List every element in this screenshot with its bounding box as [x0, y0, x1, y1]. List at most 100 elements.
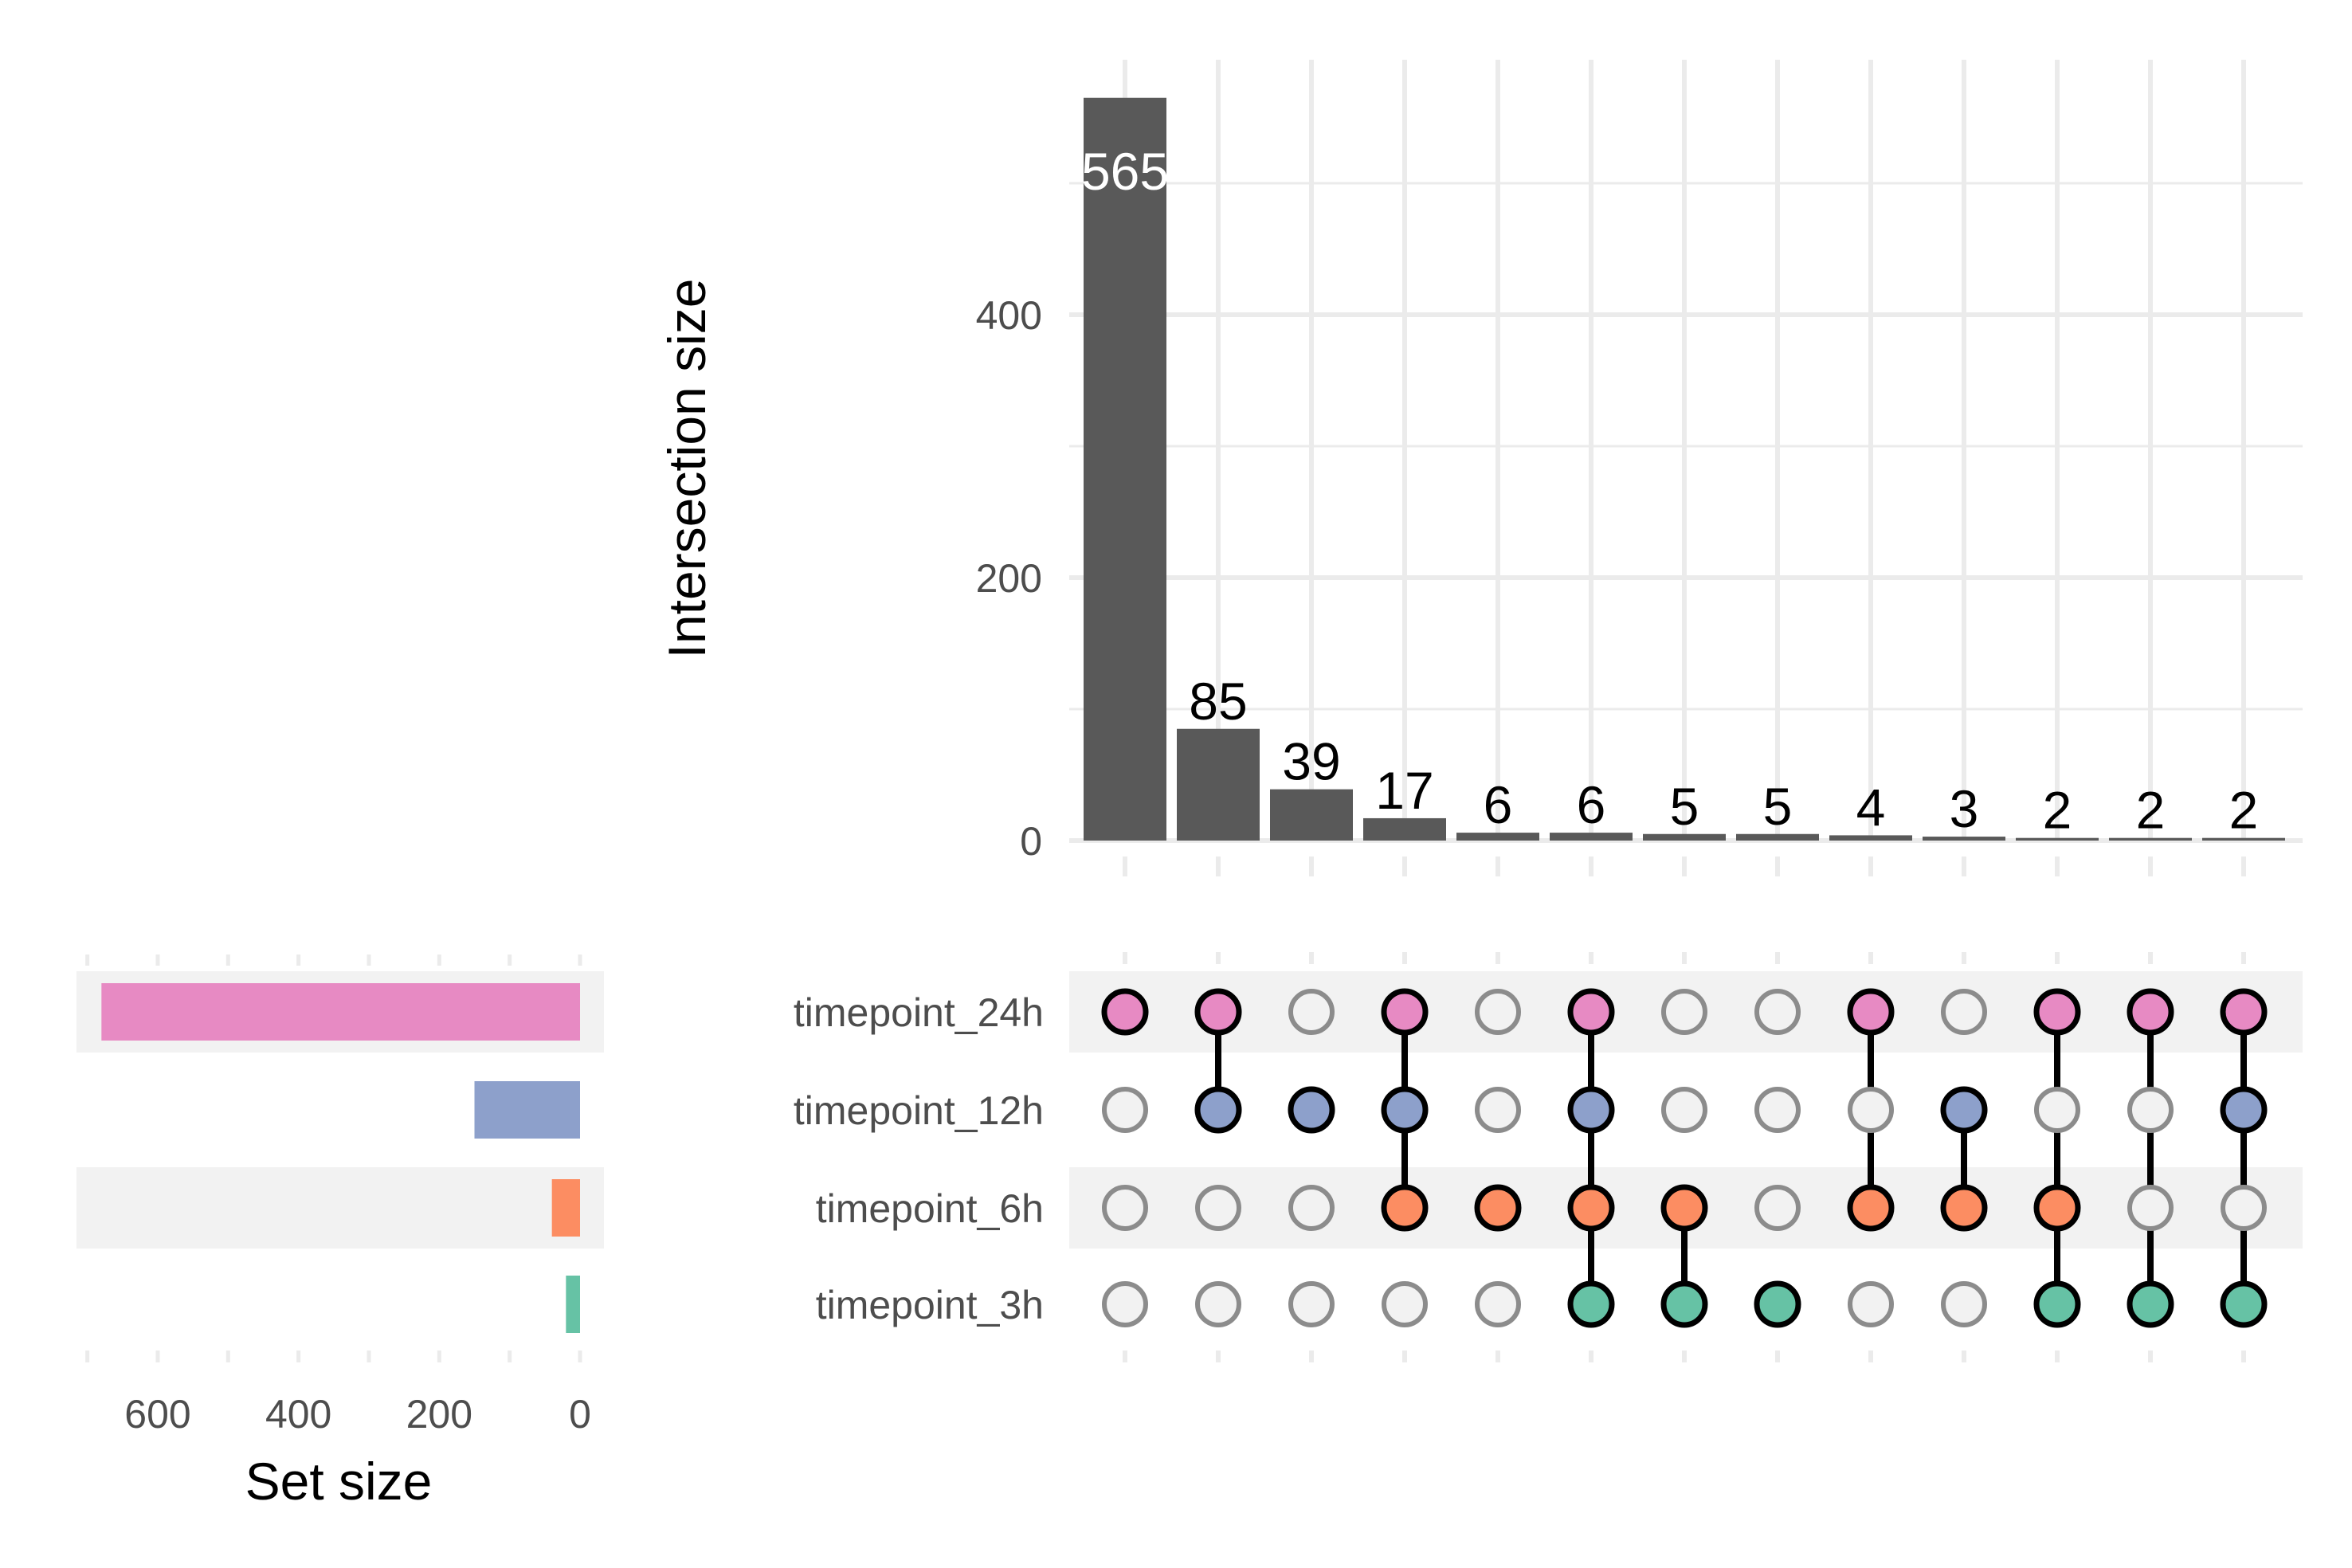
intersection-bars	[1084, 97, 2285, 841]
set-size-bars	[101, 983, 581, 1333]
y-tick-label: 200	[976, 556, 1042, 601]
intersection-bar	[1736, 833, 1819, 841]
matrix-dot-inactive	[1848, 1087, 1894, 1133]
matrix-dot-inactive	[2127, 1087, 2174, 1133]
matrix-dot-active	[1754, 1280, 1801, 1328]
matrix-dot-inactive	[1941, 1281, 1987, 1327]
y-tick-label: 0	[1020, 819, 1042, 864]
set-size-bar	[551, 1179, 580, 1237]
set-size-bar	[566, 1276, 580, 1333]
matrix-dots	[1101, 988, 2268, 1328]
matrix-dot-active	[1847, 988, 1895, 1036]
matrix-dot-inactive	[2127, 1185, 2174, 1231]
set-size-ticks: 600 400 200 0	[124, 1392, 591, 1437]
matrix-dot-inactive	[1195, 1281, 1241, 1327]
matrix-dot-inactive	[1102, 1087, 1148, 1133]
intersection-bar-label: 39	[1282, 732, 1340, 791]
matrix-dot-active	[1381, 988, 1429, 1036]
matrix-dot-active	[2127, 1280, 2174, 1328]
intersection-bar	[2016, 837, 2099, 841]
intersection-bar-label: 3	[1950, 779, 1979, 838]
matrix-connector-lines	[1215, 1012, 2247, 1304]
set-name-label: timepoint_12h	[794, 1088, 1044, 1133]
matrix-dot-inactive	[1848, 1281, 1894, 1327]
matrix-dot-active	[1847, 1184, 1895, 1232]
intersection-bar	[2202, 837, 2285, 841]
set-size-tick-label: 0	[569, 1392, 591, 1437]
intersection-bar-label: 2	[2229, 781, 2259, 840]
set-size-tick-label: 600	[124, 1392, 190, 1437]
intersection-y-ticks: 0 200 400	[976, 293, 1042, 864]
matrix-dot-active	[2033, 1280, 2081, 1328]
set-row-stripe	[76, 1167, 604, 1249]
intersection-bar-label: 4	[1856, 778, 1886, 837]
matrix-dot-active	[1567, 1280, 1615, 1328]
matrix-dot-inactive	[2034, 1087, 2080, 1133]
matrix-dot-inactive	[1661, 1087, 1707, 1133]
intersection-axis-title: Intersection size	[657, 279, 716, 659]
intersection-bar-label: 6	[1484, 775, 1513, 834]
intersection-bar	[1177, 728, 1260, 841]
matrix-dot-inactive	[1475, 989, 1521, 1035]
set-name-labels: timepoint_24h timepoint_12h timepoint_6hti…	[794, 990, 1044, 1327]
set-name-label: timepoint_6h	[816, 1186, 1044, 1231]
matrix-dot-active	[1940, 1086, 1988, 1134]
intersection-bar-label: 5	[1763, 777, 1793, 836]
matrix-dot-inactive	[1475, 1087, 1521, 1133]
matrix-dot-inactive	[1941, 989, 1987, 1035]
matrix-dot-active	[2220, 1280, 2268, 1328]
matrix-dot-active	[1194, 988, 1242, 1036]
intersection-bar-label: 2	[2043, 781, 2072, 840]
matrix-dot-inactive	[1288, 1185, 1335, 1231]
intersection-bar	[1923, 837, 2005, 841]
set-size-bar	[101, 983, 581, 1041]
matrix-dot-inactive	[1382, 1281, 1428, 1327]
intersection-bar	[2109, 837, 2192, 841]
intersection-bar-label: 17	[1375, 761, 1433, 820]
matrix-dot-inactive	[1102, 1281, 1148, 1327]
matrix-dot-active	[1381, 1184, 1429, 1232]
intersection-bar	[1084, 97, 1166, 841]
intersection-bar	[1456, 833, 1539, 841]
set-name-label: timepoint_24h	[794, 990, 1044, 1035]
matrix-dot-inactive	[1661, 989, 1707, 1035]
intersection-bar-label: 2	[2136, 781, 2166, 840]
matrix-dot-active	[2033, 988, 2081, 1036]
intersection-bar	[1829, 835, 1912, 841]
matrix-dot-active	[2033, 1184, 2081, 1232]
matrix-dot-active	[1940, 1184, 1988, 1232]
matrix-dot-active	[1567, 988, 1615, 1036]
matrix-dot-active	[2220, 1086, 2268, 1134]
intersection-bar	[1643, 833, 1726, 841]
intersection-bar-label: 5	[1670, 777, 1699, 836]
matrix-dot-active	[1381, 1086, 1429, 1134]
matrix-dot-active	[1567, 1184, 1615, 1232]
matrix-dot-inactive	[1288, 989, 1335, 1035]
matrix-dot-inactive	[1288, 1281, 1335, 1327]
intersection-bar-label: 565	[1081, 142, 1169, 201]
matrix-dot-active	[1567, 1086, 1615, 1134]
intersection-bar	[1550, 833, 1633, 841]
intersection-bar	[1270, 789, 1353, 841]
matrix-dot-inactive	[2221, 1185, 2267, 1231]
matrix-dot-inactive	[1475, 1281, 1521, 1327]
matrix-dot-active	[1288, 1086, 1335, 1134]
intersection-bar-label: 6	[1577, 775, 1606, 834]
intersection-bar-label: 85	[1189, 672, 1247, 731]
matrix-dot-active	[1474, 1184, 1522, 1232]
matrix-dot-active	[2127, 988, 2174, 1036]
intersection-bar	[1363, 817, 1446, 841]
set-name-label: timepoint_3h	[816, 1283, 1044, 1327]
set-size-tick-label: 400	[265, 1392, 331, 1437]
matrix-dot-active	[1101, 988, 1149, 1036]
matrix-dot-active	[1194, 1086, 1242, 1134]
matrix-dot-inactive	[1102, 1185, 1148, 1231]
intersection-bar-labels: 565 85 39 17 6 6 5 5 4 3 2 2 2	[1081, 142, 2258, 840]
y-tick-label: 400	[976, 293, 1042, 338]
matrix-dot-active	[1660, 1280, 1708, 1328]
matrix-dot-active	[1660, 1184, 1708, 1232]
set-size-axis-title: Set size	[245, 1452, 433, 1511]
matrix-dot-inactive	[1195, 1185, 1241, 1231]
matrix-dot-active	[2220, 988, 2268, 1036]
